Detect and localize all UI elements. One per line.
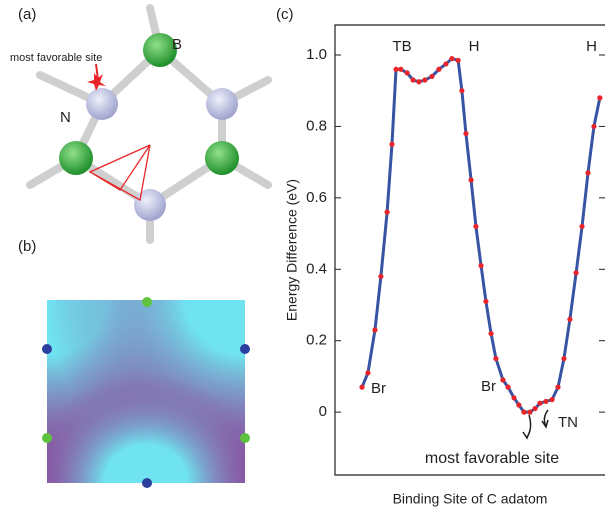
data-point bbox=[511, 395, 516, 400]
data-point bbox=[473, 224, 478, 229]
site-annotation: H bbox=[469, 38, 480, 55]
data-point bbox=[527, 410, 532, 415]
data-point bbox=[493, 356, 498, 361]
data-point bbox=[549, 397, 554, 402]
data-point bbox=[398, 67, 403, 72]
data-point bbox=[521, 410, 526, 415]
atom-label: N bbox=[60, 109, 71, 126]
data-point bbox=[505, 385, 510, 390]
panel-label: (b) bbox=[18, 238, 36, 255]
data-point bbox=[468, 177, 473, 182]
annotation-arrow bbox=[523, 415, 531, 438]
data-point bbox=[436, 67, 441, 72]
data-point bbox=[359, 385, 364, 390]
y-tick-label: 0.6 bbox=[306, 189, 327, 206]
data-point bbox=[478, 263, 483, 268]
y-tick-label: 0.8 bbox=[306, 117, 327, 134]
site-annotation: H bbox=[586, 38, 597, 55]
data-point bbox=[574, 270, 579, 275]
site-annotation: TB bbox=[392, 38, 411, 55]
data-point bbox=[365, 370, 370, 375]
data-point bbox=[597, 95, 602, 100]
data-point bbox=[585, 170, 590, 175]
y-tick-label: 0.2 bbox=[306, 332, 327, 349]
data-point bbox=[443, 61, 448, 66]
site-annotation: Br bbox=[371, 380, 386, 397]
data-point bbox=[463, 131, 468, 136]
y-axis-label: Energy Difference (eV) bbox=[284, 179, 300, 321]
chart: 0 0.2 0.4 0.6 0.8 1.0 Energy Difference (eV) Bi… bbox=[284, 25, 605, 507]
data-point bbox=[483, 299, 488, 304]
data-point bbox=[516, 402, 521, 407]
x-axis-label: Binding Site of C adatom bbox=[393, 491, 548, 507]
panel-label: (c) bbox=[276, 6, 294, 23]
data-point bbox=[488, 331, 493, 336]
data-point bbox=[422, 77, 427, 82]
energy-map bbox=[42, 297, 250, 488]
data-point bbox=[429, 74, 434, 79]
data-point bbox=[459, 88, 464, 93]
site-annotation: Br bbox=[481, 378, 496, 395]
data-point bbox=[543, 399, 548, 404]
data-point bbox=[389, 142, 394, 147]
data-point bbox=[555, 385, 560, 390]
data-point bbox=[404, 70, 409, 75]
panel-label: (a) bbox=[18, 6, 36, 23]
data-point bbox=[579, 224, 584, 229]
data-point bbox=[591, 124, 596, 129]
axis-frame bbox=[335, 25, 605, 475]
annotation-arrow bbox=[542, 410, 548, 427]
data-point bbox=[500, 377, 505, 382]
y-tick-label: 1.0 bbox=[306, 46, 327, 63]
y-tick-label: 0.4 bbox=[306, 260, 327, 277]
site-annotation: TN bbox=[558, 414, 578, 431]
data-point bbox=[378, 274, 383, 279]
atom-label: B bbox=[172, 36, 182, 53]
data-point bbox=[410, 77, 415, 82]
data-point bbox=[561, 356, 566, 361]
data-point bbox=[393, 67, 398, 72]
data-point bbox=[385, 210, 390, 215]
data-point bbox=[416, 79, 421, 84]
site-label: most favorable site bbox=[10, 52, 102, 64]
data-point bbox=[532, 406, 537, 411]
y-tick-label: 0 bbox=[319, 403, 327, 420]
data-point bbox=[567, 317, 572, 322]
data-point bbox=[372, 327, 377, 332]
data-point bbox=[537, 401, 542, 406]
site-annotation: most favorable site bbox=[425, 450, 559, 467]
figure: (a) (b) (c) B N most favorable site 0 0.2… bbox=[0, 0, 605, 514]
data-point bbox=[456, 58, 461, 63]
data-point bbox=[449, 56, 454, 61]
